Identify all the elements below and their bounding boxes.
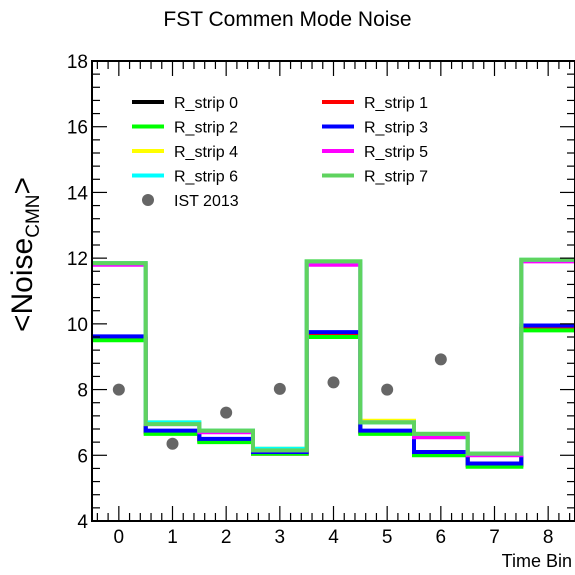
legend-marker-ist xyxy=(142,194,154,206)
points-layer xyxy=(112,353,447,450)
y-tick-label-0: 4 xyxy=(77,512,88,533)
y-tick-label-7: 18 xyxy=(67,52,88,73)
series-line-5 xyxy=(92,259,575,458)
ist-point-2 xyxy=(220,406,233,419)
ist-point-0 xyxy=(112,383,125,396)
series-line-1 xyxy=(92,326,575,468)
legend-label-2: R_strip 2 xyxy=(174,120,238,137)
ist-point-1 xyxy=(166,437,179,450)
y-tick-label-1: 6 xyxy=(77,446,88,467)
x-tick-label-2: 2 xyxy=(221,527,232,548)
x-tick-label-4: 4 xyxy=(328,527,339,548)
y-tick-label-2: 8 xyxy=(77,381,88,402)
x-tick-label-7: 7 xyxy=(489,527,500,548)
y-tick-label-6: 16 xyxy=(67,118,88,139)
series-line-2 xyxy=(92,328,575,469)
chart-title: FST Commen Mode Noise xyxy=(163,8,412,31)
series-line-3 xyxy=(92,323,575,466)
ist-point-3 xyxy=(273,382,286,395)
legend-label-5: R_strip 5 xyxy=(364,144,428,161)
legend-label-7: R_strip 7 xyxy=(364,169,428,186)
series-line-7 xyxy=(92,257,575,456)
x-tick-label-3: 3 xyxy=(275,527,286,548)
y-tick-label-4: 12 xyxy=(67,249,88,270)
x-tick-label-8: 8 xyxy=(543,527,554,548)
x-tick-label-6: 6 xyxy=(436,527,447,548)
y-tick-label-5: 14 xyxy=(67,183,89,204)
legend: R_strip 0 R_strip 1 R_strip 2 R_strip 3 R_st… xyxy=(132,95,428,210)
legend-label-0: R_strip 0 xyxy=(174,95,238,112)
legend-label-4: R_strip 4 xyxy=(174,144,238,161)
x-axis-label: Time Bin xyxy=(502,551,572,571)
legend-label-6: R_strip 6 xyxy=(174,169,238,186)
x-tick-label-5: 5 xyxy=(382,527,393,548)
x-tick-label-1: 1 xyxy=(167,527,178,548)
legend-label-3: R_strip 3 xyxy=(364,120,428,137)
x-tick-label-0: 0 xyxy=(114,527,125,548)
legend-label-ist: IST 2013 xyxy=(174,193,239,210)
ist-point-4 xyxy=(327,376,340,389)
ist-point-6 xyxy=(434,353,447,366)
series-line-0 xyxy=(92,326,575,468)
y-tick-label-3: 10 xyxy=(67,315,88,336)
series-layer xyxy=(92,257,575,469)
ist-point-5 xyxy=(381,383,394,396)
legend-label-1: R_strip 1 xyxy=(364,95,428,112)
